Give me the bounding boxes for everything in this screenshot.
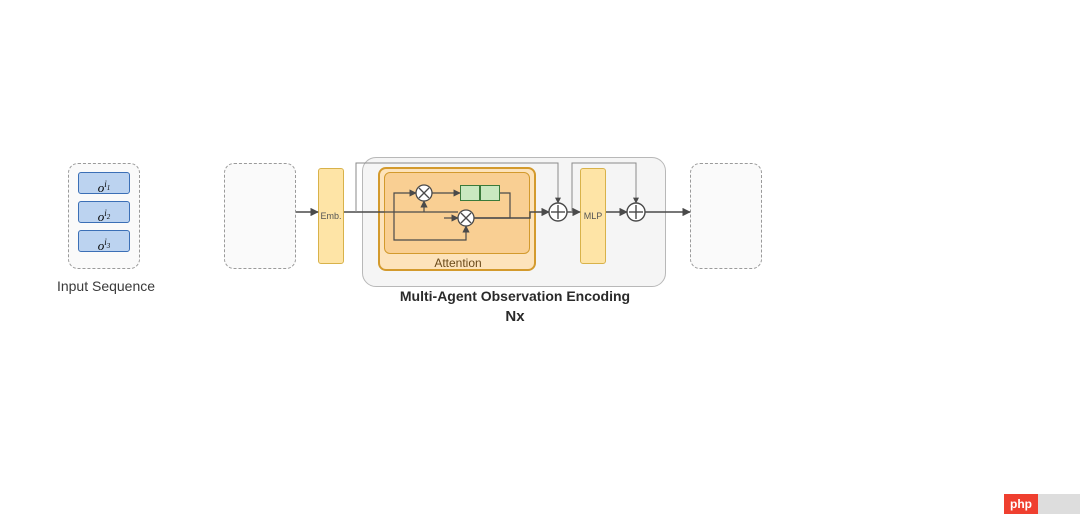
hidden-panel-2 bbox=[690, 163, 762, 269]
input-o2-label: oi2 bbox=[98, 209, 111, 224]
input-sequence-caption: Input Sequence bbox=[48, 278, 164, 294]
mlp-block: MLP bbox=[580, 168, 606, 264]
embedding-block: Emb. bbox=[318, 168, 344, 264]
input-o3-label: oi3 bbox=[98, 238, 111, 253]
php-watermark: php bbox=[1004, 494, 1080, 514]
embedding-label: Emb. bbox=[320, 211, 341, 221]
attention-matrix bbox=[460, 185, 500, 201]
php-watermark-right bbox=[1038, 494, 1080, 514]
input-o1-label: oi1 bbox=[98, 180, 111, 195]
php-watermark-text: php bbox=[1004, 494, 1038, 514]
attention-cell bbox=[480, 185, 500, 201]
attention-cell bbox=[460, 185, 480, 201]
input-o3: oi3 bbox=[78, 230, 130, 252]
encoder-nx: Nx bbox=[480, 308, 550, 325]
input-o2: oi2 bbox=[78, 201, 130, 223]
encoder-title: Multi-Agent Observation Encoding bbox=[370, 288, 660, 304]
attention-label: Attention bbox=[418, 256, 498, 270]
diagram-canvas: oi1 oi2 oi3 Input Sequence Emb. Attentio… bbox=[0, 0, 1080, 528]
attention-inner bbox=[384, 172, 530, 254]
input-o1: oi1 bbox=[78, 172, 130, 194]
mlp-label: MLP bbox=[584, 211, 603, 221]
hidden-panel-1 bbox=[224, 163, 296, 269]
